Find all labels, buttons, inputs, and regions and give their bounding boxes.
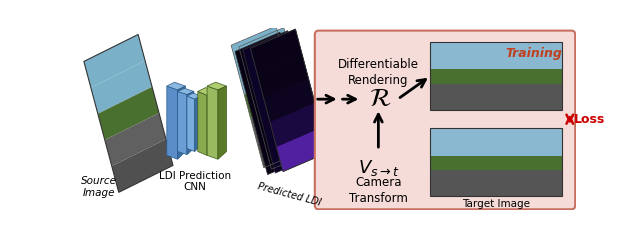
Polygon shape <box>167 82 186 90</box>
Polygon shape <box>178 88 194 95</box>
FancyBboxPatch shape <box>315 31 575 209</box>
Polygon shape <box>198 88 215 95</box>
Polygon shape <box>270 103 321 147</box>
Polygon shape <box>84 34 145 88</box>
Polygon shape <box>198 92 207 155</box>
Bar <box>430 156 562 170</box>
Polygon shape <box>207 82 227 90</box>
Polygon shape <box>250 29 328 172</box>
Polygon shape <box>239 28 291 71</box>
Text: $V_{s\rightarrow t}$: $V_{s\rightarrow t}$ <box>358 158 399 178</box>
Polygon shape <box>91 61 152 114</box>
Text: Target Image: Target Image <box>462 199 530 209</box>
Bar <box>430 128 562 196</box>
Polygon shape <box>218 86 227 159</box>
Text: Differentiable
Rendering: Differentiable Rendering <box>338 58 419 87</box>
Polygon shape <box>264 78 315 122</box>
Bar <box>430 128 562 156</box>
Text: Source
Image: Source Image <box>81 176 117 198</box>
Polygon shape <box>167 86 178 159</box>
Polygon shape <box>187 93 201 99</box>
Text: LDI Prediction
CNN: LDI Prediction CNN <box>159 171 231 192</box>
Polygon shape <box>251 100 302 143</box>
Bar <box>430 69 562 84</box>
Polygon shape <box>259 101 310 145</box>
Polygon shape <box>231 26 283 70</box>
Polygon shape <box>243 31 320 173</box>
Text: Training: Training <box>505 47 562 60</box>
Polygon shape <box>112 139 173 192</box>
Polygon shape <box>250 29 302 73</box>
Polygon shape <box>235 32 312 175</box>
Polygon shape <box>245 52 297 96</box>
Text: Predicted LDI: Predicted LDI <box>257 181 322 207</box>
Polygon shape <box>237 51 289 94</box>
Polygon shape <box>207 92 215 155</box>
Polygon shape <box>207 86 218 159</box>
Polygon shape <box>105 113 166 166</box>
Polygon shape <box>98 87 159 140</box>
Bar <box>430 42 562 69</box>
Polygon shape <box>265 126 316 169</box>
Polygon shape <box>257 54 308 98</box>
Bar <box>430 84 562 110</box>
Polygon shape <box>178 92 187 155</box>
Polygon shape <box>178 86 186 159</box>
Polygon shape <box>244 75 296 119</box>
Polygon shape <box>195 96 201 152</box>
Bar <box>430 170 562 196</box>
Text: $\mathcal{R}$: $\mathcal{R}$ <box>369 87 391 111</box>
Text: Camera
Transform: Camera Transform <box>349 176 408 205</box>
Text: Loss: Loss <box>573 113 605 126</box>
Polygon shape <box>252 77 303 120</box>
Bar <box>430 42 562 110</box>
Polygon shape <box>276 128 328 172</box>
Polygon shape <box>187 92 194 155</box>
Polygon shape <box>257 125 308 168</box>
Polygon shape <box>187 96 195 152</box>
